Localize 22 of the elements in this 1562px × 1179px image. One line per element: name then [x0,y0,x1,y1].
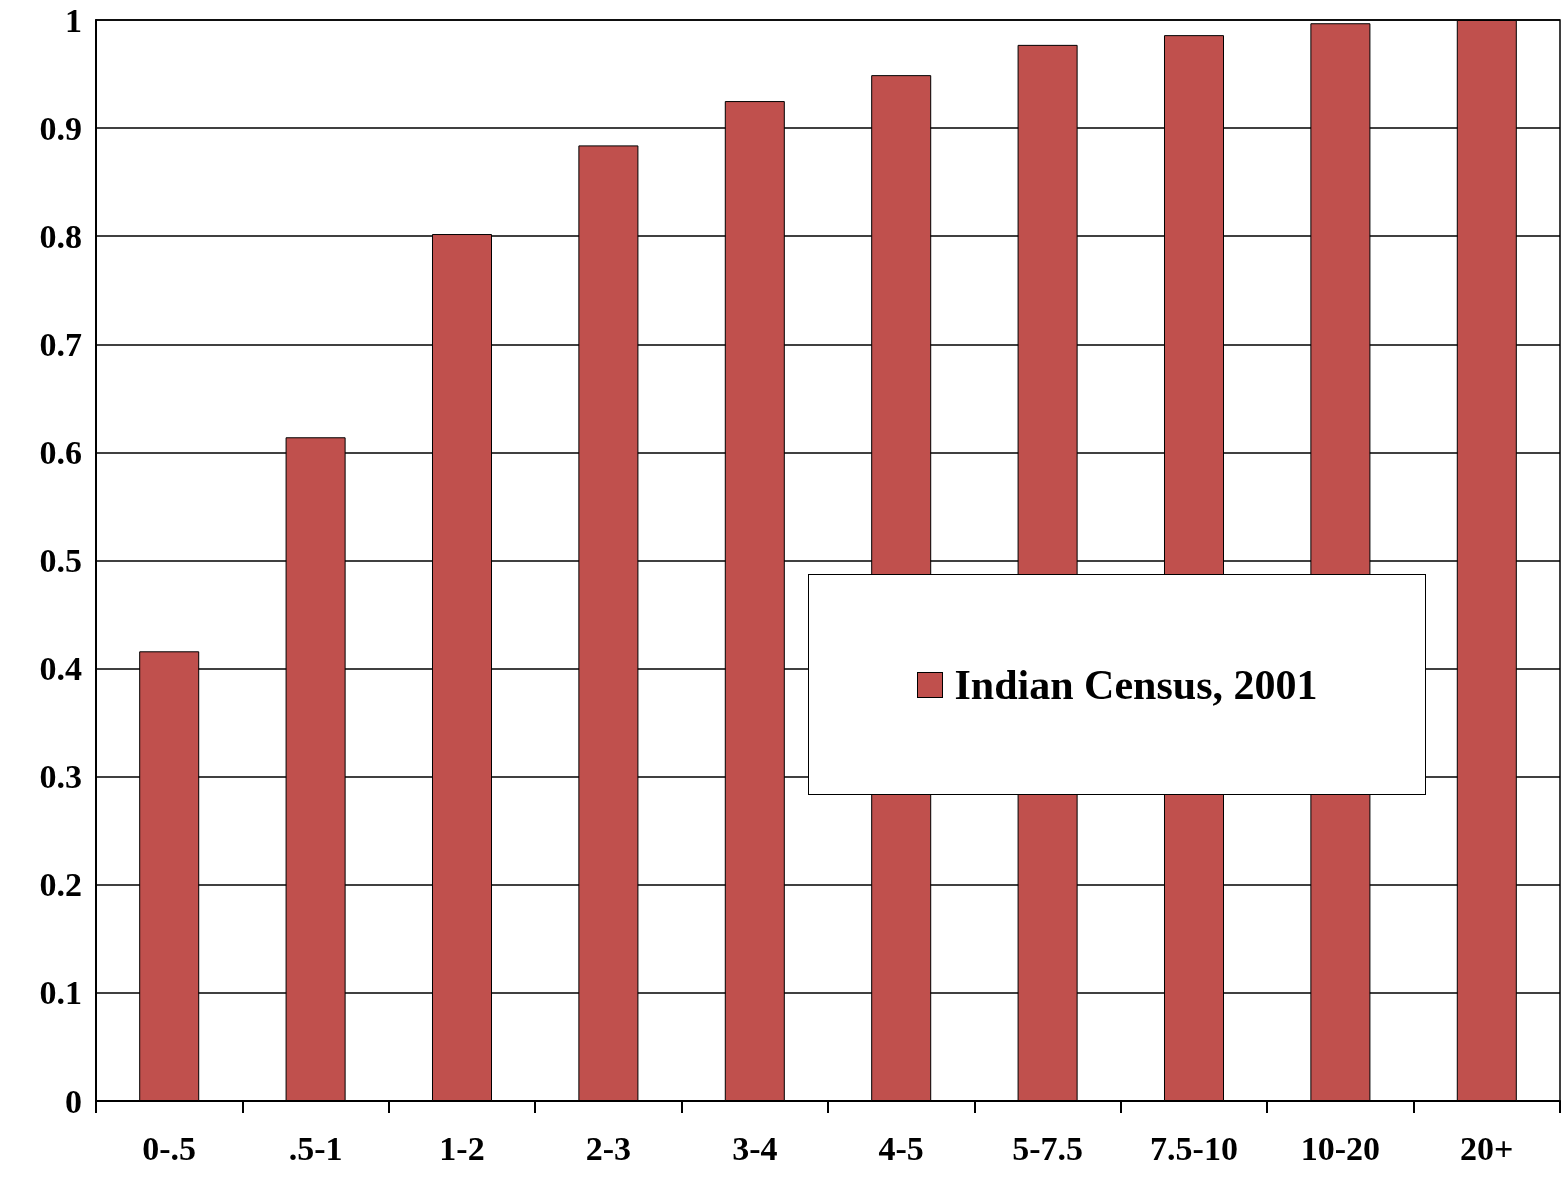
x-tick-label: 4-5 [878,1129,924,1167]
y-tick-label: 0.2 [39,866,82,904]
x-tick-label: 2-3 [585,1129,632,1167]
y-tick-label: 0.3 [39,758,82,796]
x-tick-label: 7.5-10 [1150,1129,1238,1167]
legend-label: Indian Census, 2001 [954,660,1318,709]
x-tick-label: 1-2 [439,1129,485,1167]
y-tick-label: 0.9 [39,109,82,147]
y-tick-label: 0.7 [39,325,82,363]
x-tick-label: 5-7.5 [1012,1129,1084,1167]
y-tick-label: 1 [65,1,82,39]
y-tick-label: 0.4 [39,650,82,688]
x-tick-label: 3-4 [732,1129,778,1167]
x-tick-label: .5-1 [288,1129,343,1167]
y-tick-label: 0.5 [39,542,82,579]
x-tick-label: 20+ [1460,1129,1514,1167]
x-tick-label: 0-.5 [142,1129,197,1167]
y-tick-label: 0.6 [39,433,82,471]
y-tick-label: 0.8 [39,217,82,255]
x-tick-label: 10-20 [1300,1129,1381,1167]
y-tick-label: 0 [65,1082,82,1120]
y-tick-label: 0.1 [39,974,82,1012]
